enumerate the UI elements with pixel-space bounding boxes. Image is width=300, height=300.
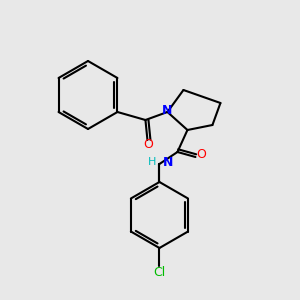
Text: H: H — [148, 157, 156, 167]
Text: N: N — [162, 104, 172, 118]
Text: O: O — [196, 148, 206, 161]
Text: O: O — [143, 137, 153, 151]
Text: Cl: Cl — [153, 266, 166, 278]
Text: N: N — [162, 155, 173, 169]
